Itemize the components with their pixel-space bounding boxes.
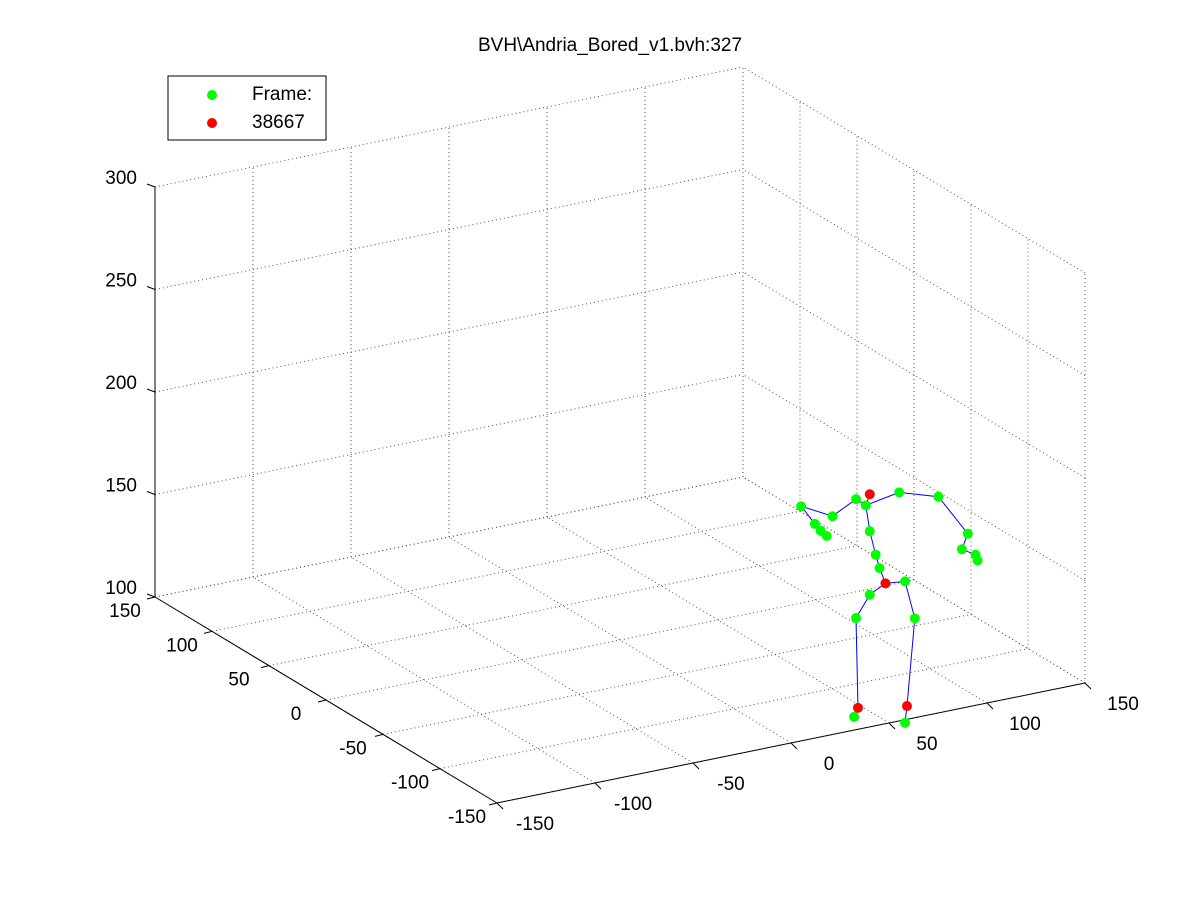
- y-tick-label: -150: [448, 807, 486, 828]
- joint-marker: [894, 487, 905, 498]
- joint-marker: [849, 711, 860, 722]
- legend-label: Frame:: [252, 84, 312, 105]
- grid-line: [742, 271, 1086, 479]
- z-tick: [146, 388, 156, 393]
- joint-marker: [972, 555, 983, 566]
- z-tick: [146, 286, 156, 290]
- joint-marker: [860, 500, 871, 511]
- grid-line: [154, 374, 744, 495]
- y-tick: [431, 768, 441, 772]
- x-tick-label: 100: [1009, 714, 1041, 735]
- joint-marker: [809, 518, 820, 529]
- joint-marker: [864, 526, 875, 537]
- x-tick: [594, 782, 602, 790]
- joint-marker: [933, 491, 944, 502]
- joint-marker: [900, 717, 911, 728]
- joint-marker: [851, 613, 862, 624]
- x-tick-label: -100: [614, 794, 652, 815]
- grid-line: [154, 476, 744, 598]
- x-tick: [496, 802, 504, 810]
- x-tick-label: 50: [916, 734, 937, 755]
- joint-marker: [864, 589, 875, 600]
- z-tick-label: 200: [105, 373, 137, 394]
- grid-line: [742, 476, 1086, 684]
- z-tick-label: 250: [105, 271, 137, 292]
- x-tick: [692, 762, 700, 770]
- y-tick: [317, 699, 327, 703]
- joint-marker: [821, 530, 832, 541]
- y-tick: [488, 802, 498, 806]
- grid-line: [742, 169, 1086, 376]
- joint-marker: [880, 578, 891, 589]
- z-tick-label: 300: [105, 168, 137, 189]
- z-tick: [146, 183, 156, 188]
- grid-line: [154, 169, 744, 290]
- y-tick-label: 0: [291, 704, 302, 725]
- joint-marker: [956, 544, 967, 555]
- grid-line: [742, 374, 1086, 581]
- grid-line: [439, 648, 1029, 770]
- joint-marker: [909, 613, 920, 624]
- grid-line: [154, 66, 744, 188]
- z-tick: [146, 491, 156, 495]
- grid-line: [211, 510, 801, 632]
- grid-line: [154, 271, 744, 393]
- grid-line: [742, 66, 1086, 274]
- joint-marker: [870, 549, 881, 560]
- x-tick-label: -50: [717, 774, 744, 795]
- y-tick: [203, 630, 213, 634]
- y-tick: [374, 733, 384, 737]
- x-tick: [888, 722, 896, 730]
- chart-title: BVH\Andria_Bored_v1.bvh:327: [478, 35, 742, 56]
- y-tick-label: 50: [228, 670, 249, 691]
- grid-line: [325, 579, 915, 701]
- legend: Frame: 38667: [167, 75, 327, 141]
- legend-marker: [207, 118, 217, 128]
- grid-line: [268, 545, 858, 667]
- x-tick: [986, 702, 994, 710]
- joint-marker: [827, 511, 838, 522]
- x-tick: [790, 742, 798, 750]
- z-tick: [146, 593, 156, 598]
- legend-marker: [207, 90, 217, 100]
- y-tick-label: -50: [339, 738, 366, 759]
- joint-marker: [902, 701, 912, 712]
- joint-marker: [874, 563, 885, 574]
- x-tick-label: -150: [516, 814, 554, 835]
- x-tick-label: 0: [824, 754, 835, 775]
- y-tick: [260, 665, 270, 669]
- joint-marker: [853, 702, 863, 713]
- y-tick-label: -100: [391, 773, 429, 794]
- legend-box: [167, 75, 327, 141]
- z-tick-label: 150: [105, 476, 137, 497]
- z-tick-label: 100: [105, 578, 137, 599]
- y-tick-label: 100: [166, 635, 198, 656]
- legend-label: 38667: [252, 112, 305, 133]
- y-tick-label: 150: [109, 601, 141, 622]
- y-tick: [146, 596, 156, 600]
- x-tick: [1084, 682, 1092, 690]
- x-tick-label: 150: [1107, 694, 1139, 715]
- joint-marker: [900, 576, 911, 587]
- joint-marker: [864, 489, 875, 500]
- joint-marker: [962, 528, 973, 539]
- grid-line: [382, 613, 972, 735]
- joint-marker: [796, 501, 807, 512]
- joint-marker: [851, 494, 862, 505]
